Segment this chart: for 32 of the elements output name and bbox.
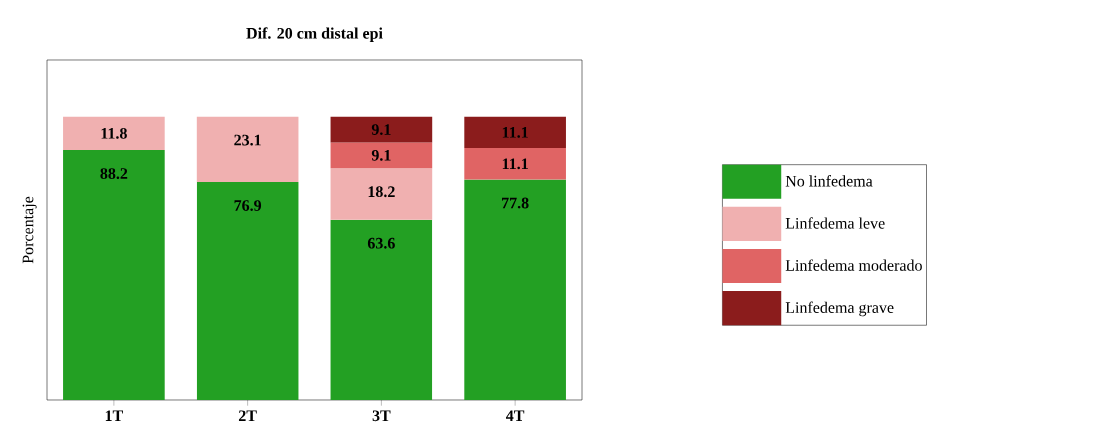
bar [330,219,433,400]
data-label: 76.9 [234,200,262,211]
legend-label: No linfedema [785,175,873,187]
data-label: 11.1 [502,158,528,170]
bar [196,116,299,183]
x-tick-label: 4T [506,410,525,421]
legend-label: Linfedema grave [785,301,894,317]
data-label: 77.8 [502,197,529,209]
x-tick-label: 2T [238,410,257,421]
data-label: 23.1 [234,134,261,146]
x-tick-label: 3T [372,410,391,422]
data-label: 9.1 [371,149,391,161]
bar [63,150,165,400]
x-tick-label: 1T [105,410,123,421]
data-label: 11.1 [502,127,528,138]
bar [330,142,433,169]
data-label: 63.6 [367,237,395,249]
data-label: 88.2 [100,168,128,180]
chart-title: Dif. 20 cm distal epi [246,27,383,42]
bar [330,116,433,143]
bar [63,116,165,151]
bar [330,168,433,220]
data-label: 11.8 [101,127,127,139]
bar [464,116,566,149]
legend-label: Linfedema leve [785,217,885,229]
bar [196,182,299,400]
data-label: 9.1 [371,124,391,135]
legend-label: Linfedema moderado [785,259,922,271]
bar [464,148,566,180]
bar [464,179,566,400]
data-label: 18.2 [368,186,395,198]
y-axis-title: Porcentaje [22,196,37,264]
